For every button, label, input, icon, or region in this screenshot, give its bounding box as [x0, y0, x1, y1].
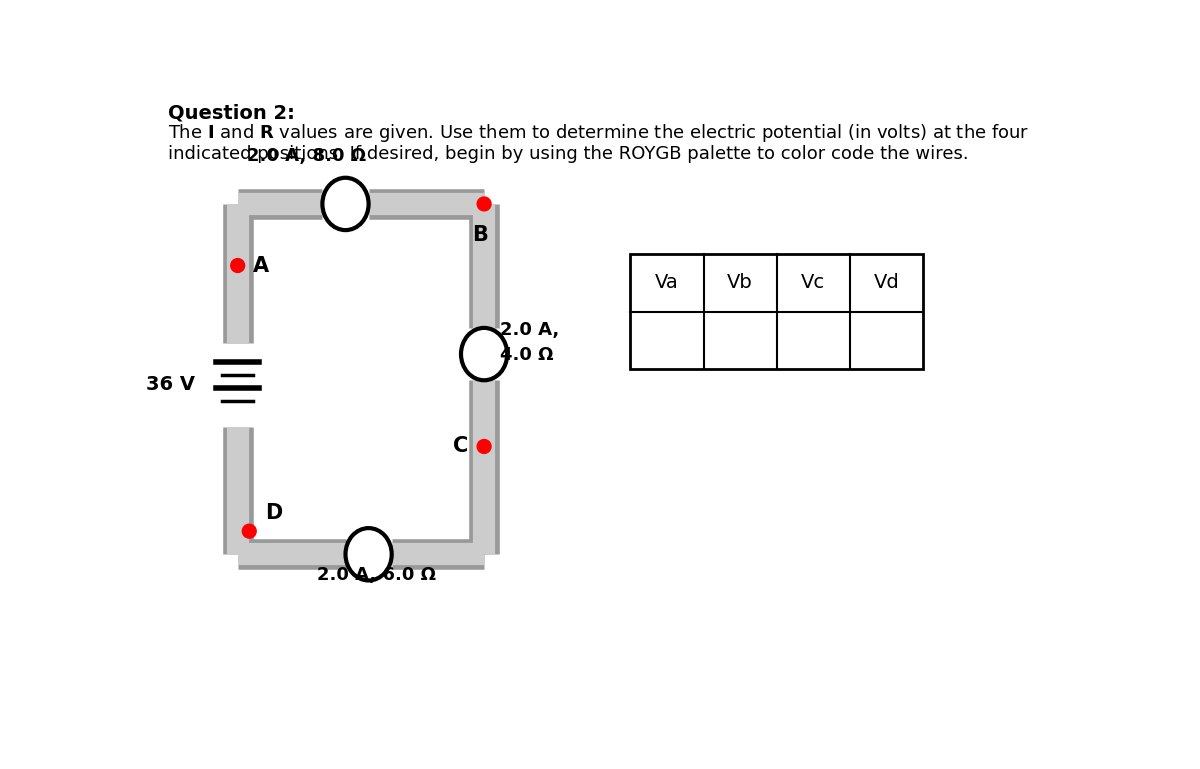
Text: Vb: Vb	[727, 273, 754, 292]
Text: A: A	[253, 255, 269, 275]
Ellipse shape	[461, 328, 508, 380]
Text: Vd: Vd	[874, 273, 899, 292]
Text: D: D	[265, 504, 282, 524]
Text: indicated positions. If desired, begin by using the ROYGB palette to color code : indicated positions. If desired, begin b…	[168, 145, 970, 162]
Text: 2.0 A, 8.0 Ω: 2.0 A, 8.0 Ω	[247, 148, 366, 165]
Circle shape	[230, 258, 245, 272]
Circle shape	[478, 440, 491, 454]
Text: B: B	[473, 225, 488, 245]
Text: Vc: Vc	[802, 273, 826, 292]
Text: 36 V: 36 V	[146, 375, 196, 394]
Text: 2.0 A,
4.0 Ω: 2.0 A, 4.0 Ω	[499, 321, 559, 364]
Text: Va: Va	[655, 273, 679, 292]
Text: The ⁠⁠⁠$\mathbf{I}$ and $\mathbf{R}$ values are given. Use them to determine the: The ⁠⁠⁠$\mathbf{I}$ and $\mathbf{R}$ val…	[168, 122, 1030, 144]
Text: Question 2:: Question 2:	[168, 104, 295, 123]
Circle shape	[478, 197, 491, 211]
Ellipse shape	[323, 178, 368, 230]
Circle shape	[242, 524, 256, 538]
Ellipse shape	[346, 528, 391, 581]
Text: C: C	[454, 437, 469, 457]
Text: 2.0 A, 6.0 Ω: 2.0 A, 6.0 Ω	[317, 566, 436, 584]
Bar	[630, 254, 923, 369]
